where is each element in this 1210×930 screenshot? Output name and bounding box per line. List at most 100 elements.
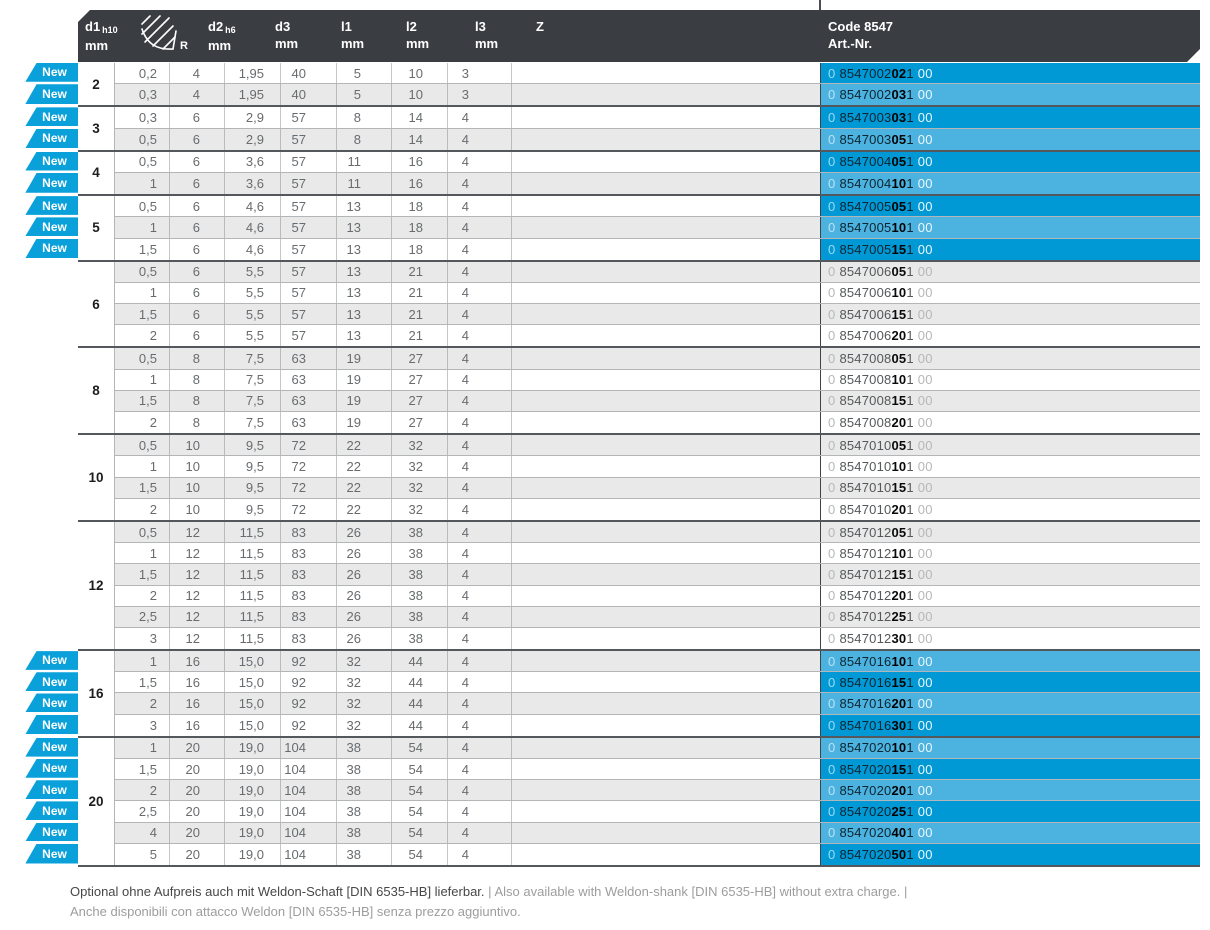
cell-d3: 19,0 <box>225 759 281 780</box>
article-number-bold: 05 <box>891 264 907 280</box>
article-number-bold: 05 <box>891 524 907 540</box>
new-badge: New <box>25 714 78 735</box>
d1-group: 6 0,5 6 5,5 57 13 21 4 0 8547006 05 1 00 1 6 5,5 57 13 21 4… <box>78 259 1200 347</box>
table-row: 0,5 8 7,5 63 19 27 4 0 8547008 05 1 00 <box>115 348 1200 370</box>
cell-z: 4 <box>448 737 512 758</box>
cell-z: 4 <box>448 822 512 843</box>
cell-filler <box>512 325 820 346</box>
cell-d2: 16 <box>170 672 225 693</box>
cell-d2: 6 <box>170 261 225 282</box>
cell-l1: 104 <box>281 759 337 780</box>
footer-note-en: Also available with Weldon-shank [DIN 65… <box>494 884 901 899</box>
cell-l1: 63 <box>281 348 337 369</box>
article-number-pre: 0 <box>828 846 836 862</box>
cell-z: 4 <box>448 128 512 150</box>
footer-separator: | <box>903 884 908 899</box>
article-number: 0 8547006 05 1 00 <box>820 261 1200 282</box>
new-badge: New <box>25 84 78 104</box>
cell-d3: 9,5 <box>225 456 281 477</box>
article-number: 0 8547016 15 1 00 <box>820 672 1200 693</box>
cell-l1: 104 <box>281 843 337 865</box>
cell-d3: 5,5 <box>225 304 281 325</box>
cell-d2: 8 <box>170 412 225 434</box>
article-number-pre: 0 <box>828 566 836 582</box>
cell-filler <box>512 152 820 172</box>
article-number: 0 8547003 05 1 00 <box>820 128 1200 150</box>
article-number-bold: 30 <box>891 630 907 646</box>
article-number-main: 8547004 <box>839 154 892 170</box>
article-number-mid: 1 <box>906 393 914 409</box>
cell-filler <box>512 262 820 282</box>
cell-l2: 13 <box>337 304 392 325</box>
cell-l2: 13 <box>337 261 392 282</box>
article-number: 0 8547012 15 1 00 <box>820 564 1200 585</box>
cell-d2: 6 <box>170 128 225 150</box>
table-row: New 0,3 6 2,9 57 8 14 4 0 8547003 03 1 00 <box>25 107 1200 129</box>
article-number: 0 8547006 15 1 00 <box>820 304 1200 325</box>
cell-d3: 3,6 <box>225 172 281 195</box>
cell-d2: 6 <box>170 217 225 238</box>
article-number-bold: 15 <box>891 393 907 409</box>
d1-value: 20 <box>78 737 115 865</box>
cell-l3: 21 <box>392 325 448 347</box>
cell-filler <box>512 693 820 713</box>
cell-l2: 38 <box>337 759 392 780</box>
cell-l2: 32 <box>337 714 392 736</box>
cell-l1: 57 <box>281 238 337 260</box>
article-number-bold: 05 <box>891 437 907 453</box>
new-badge: New <box>25 196 78 215</box>
article-number-suf: 00 <box>917 176 933 192</box>
cell-filler <box>512 715 820 736</box>
cell-d2: 16 <box>170 651 225 672</box>
new-badge: New <box>25 151 78 171</box>
article-number-pre: 0 <box>828 674 836 690</box>
article-number: 0 8547016 10 1 00 <box>820 651 1200 672</box>
article-number-main: 8547002 <box>839 65 892 81</box>
new-badge: New <box>25 651 78 670</box>
article-number-pre: 0 <box>828 501 836 517</box>
cell-l2: 11 <box>337 172 392 195</box>
article-number-suf: 00 <box>917 328 933 344</box>
cell-z: 4 <box>448 217 512 238</box>
article-number-suf: 00 <box>917 154 933 170</box>
cell-d2: 6 <box>170 325 225 347</box>
article-number-suf: 00 <box>917 87 933 103</box>
table-row: 2,5 12 11,5 83 26 38 4 0 8547012 25 1 00 <box>115 606 1200 628</box>
cell-l1: 72 <box>281 498 337 520</box>
cell-d2: 6 <box>170 151 225 172</box>
cell-d2: 6 <box>170 172 225 195</box>
cell-filler <box>512 499 820 520</box>
cell-l3: 27 <box>392 412 448 434</box>
article-number-suf: 00 <box>917 674 933 690</box>
article-number-bold: 10 <box>891 372 907 388</box>
article-number-pre: 0 <box>828 393 836 409</box>
cell-l3: 10 <box>392 63 448 84</box>
cell-l2: 26 <box>337 606 392 627</box>
cell-l3: 54 <box>392 759 448 780</box>
article-number-pre: 0 <box>828 219 836 235</box>
cell-z: 4 <box>448 521 512 543</box>
cell-l2: 22 <box>337 498 392 520</box>
cell-filler <box>512 63 820 83</box>
cell-r: 2 <box>115 412 170 434</box>
article-number-mid: 1 <box>906 87 914 103</box>
article-number-main: 8547006 <box>839 306 892 322</box>
d1-value: 2 <box>78 63 115 106</box>
cell-z: 4 <box>448 435 512 456</box>
cell-d2: 10 <box>170 435 225 456</box>
cell-r: 4 <box>115 822 170 843</box>
article-number-bold: 05 <box>891 351 907 367</box>
cell-filler <box>512 801 820 821</box>
cell-z: 4 <box>448 282 512 304</box>
cell-z: 4 <box>448 172 512 195</box>
article-number-suf: 00 <box>917 458 933 474</box>
cell-l1: 92 <box>281 693 337 714</box>
article-number-suf: 00 <box>917 219 933 235</box>
article-number-bold: 20 <box>891 415 907 431</box>
cell-filler <box>512 107 820 127</box>
article-number: 0 8547005 10 1 00 <box>820 217 1200 238</box>
table-row: 1 8 7,5 63 19 27 4 0 8547008 10 1 00 <box>115 369 1200 391</box>
table-row: 3 12 11,5 83 26 38 4 0 8547012 30 1 00 <box>115 627 1200 650</box>
column-header-z: Z <box>536 18 544 35</box>
d1-value: 12 <box>78 521 115 650</box>
